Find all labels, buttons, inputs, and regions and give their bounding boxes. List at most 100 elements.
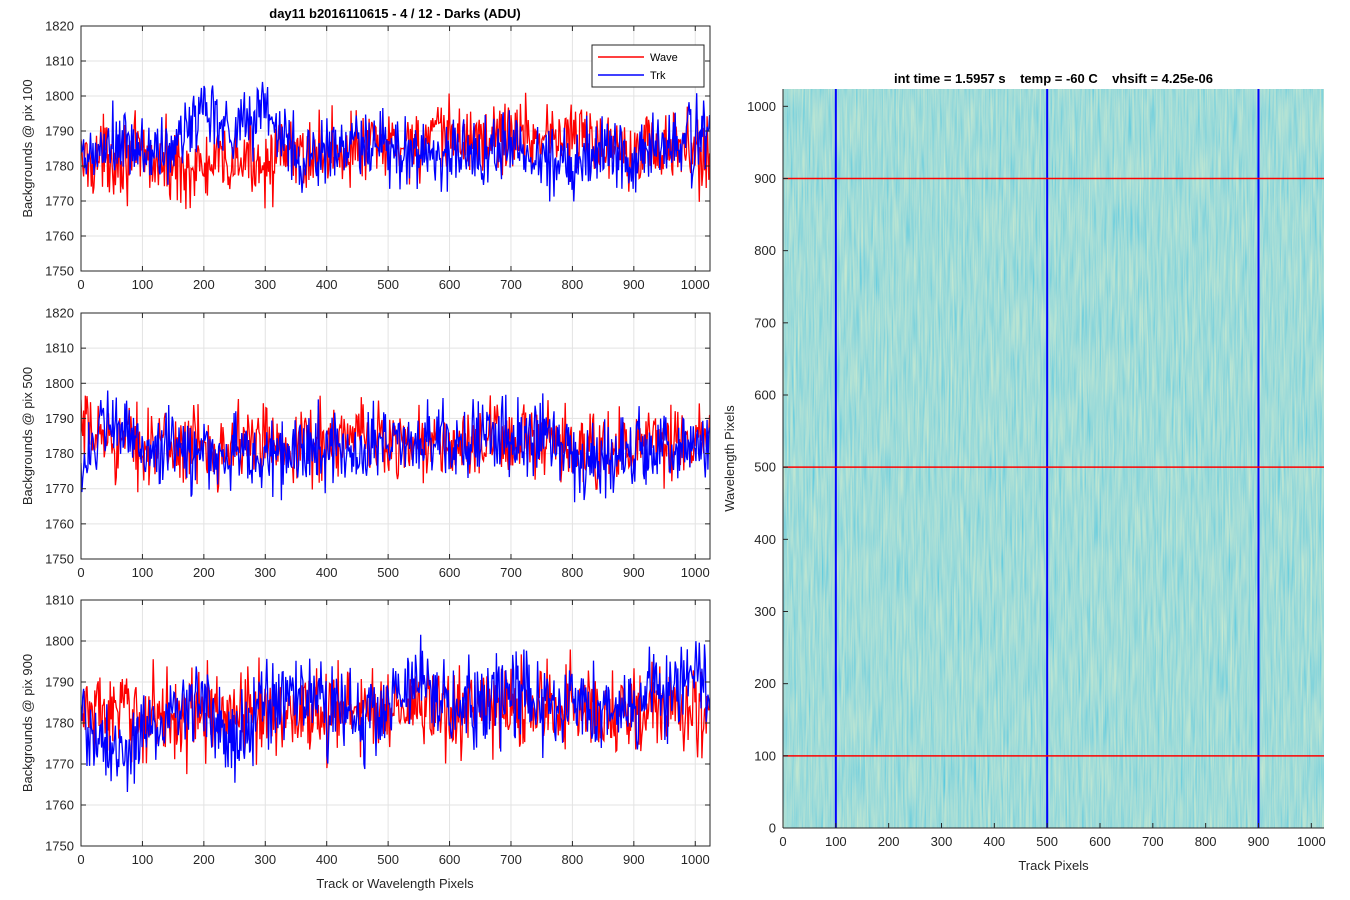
x-tick-label: 400 [983,834,1005,849]
x-tick-label: 500 [377,277,399,292]
y-tick-label: 900 [754,171,776,186]
x-tick-label: 500 [377,565,399,580]
y-tick-label: 1780 [45,446,74,461]
y-tick-label: 1760 [45,798,74,813]
series-line-trk [81,390,710,503]
y-tick-label: 1780 [45,716,74,731]
x-tick-label: 200 [193,277,215,292]
x-tick-label: 700 [500,852,522,867]
x-tick-label: 0 [77,565,84,580]
x-tick-label: 900 [623,852,645,867]
x-tick-label: 400 [316,565,338,580]
y-axis-label: Backgrounds @ pix 100 [20,79,35,217]
y-axis-label: Backgrounds @ pix 500 [20,367,35,505]
x-tick-label: 0 [77,852,84,867]
background-plot-pix-900: 0 100 200 300 400 500 600 700 800 900 1000 1750 1760… [20,593,711,867]
y-tick-label: 600 [754,387,776,402]
x-tick-label: 100 [132,277,154,292]
y-tick-label: 1790 [45,675,74,690]
y-tick-label: 1810 [45,54,74,69]
legend: Wave Trk [591,44,705,88]
x-tick-label: 800 [562,277,584,292]
x-tick-label: 300 [254,852,276,867]
y-tick-label: 1780 [45,159,74,174]
x-tick-label: 200 [193,852,215,867]
axes-border-0 [80,25,711,272]
x-tick-label: 900 [1248,834,1270,849]
x-tick-label: 600 [439,565,461,580]
y-tick-label: 1810 [45,593,74,608]
x-tick-label: 900 [623,565,645,580]
legend-box [591,44,705,88]
x-tick-label: 100 [825,834,847,849]
legend-label-wave: Wave [650,52,678,64]
y-tick-label: 1810 [45,341,74,356]
x-tick-label: 0 [779,834,786,849]
y-tick-label: 0 [769,821,776,836]
y-tick-label: 1820 [45,19,74,34]
y-tick-label: 500 [754,460,776,475]
x-tick-label: 500 [1036,834,1058,849]
figure-title: day11 b2016110615 - 4 / 12 - Darks (ADU) [269,6,520,21]
series-line-trk [81,81,710,202]
x-tick-label: 200 [193,565,215,580]
heatmap-title: int time = 1.5957 s temp = -60 C vhsift … [894,71,1213,86]
axes-border-1 [80,312,711,560]
background-plot-pix-500: 0 100 200 300 400 500 600 700 800 900 1000 1750 1760… [20,306,711,580]
heatmap-ticks: 0 100 200 300 400 500 600 700 800 900 1000 0 100 200 3… [747,99,1326,849]
x-tick-label: 800 [562,852,584,867]
y-tick-label: 100 [754,748,776,763]
x-tick-label: 800 [1195,834,1217,849]
x-tick-label: 1000 [1297,834,1326,849]
x-tick-label: 200 [878,834,900,849]
y-tick-label: 1820 [45,306,74,321]
axes-border-2 [80,599,711,847]
y-tick-label: 1760 [45,516,74,531]
x-tick-label: 600 [439,277,461,292]
y-axis-label: Backgrounds @ pix 900 [20,654,35,792]
x-tick-label: 700 [1142,834,1164,849]
x-tick-label: 900 [623,277,645,292]
y-tick-label: 1800 [45,376,74,391]
dark-frame-heatmap: 0 100 200 300 400 500 600 700 800 900 1000 0 100 200 3… [722,71,1326,873]
y-tick-label: 1770 [45,757,74,772]
heatmap-x-axis-label: Track Pixels [1018,858,1089,873]
x-tick-label: 0 [77,277,84,292]
x-tick-label: 600 [439,852,461,867]
figure-xlabel: Track or Wavelength Pixels [316,876,474,891]
y-tick-label: 1750 [45,552,74,567]
x-tick-label: 300 [931,834,953,849]
ticks-0: 0 100 200 300 400 500 600 700 800 900 1000 1750 1760… [45,19,710,292]
y-tick-label: 400 [754,532,776,547]
x-tick-label: 1000 [681,277,710,292]
y-tick-label: 1770 [45,481,74,496]
y-tick-label: 1750 [45,264,74,279]
y-tick-label: 200 [754,676,776,691]
legend-label-trk: Trk [650,70,666,82]
y-tick-label: 700 [754,315,776,330]
series-line-trk [81,634,710,793]
y-tick-label: 1790 [45,124,74,139]
x-tick-label: 300 [254,565,276,580]
x-tick-label: 100 [132,565,154,580]
x-tick-label: 800 [562,565,584,580]
ticks-1: 0 100 200 300 400 500 600 700 800 900 1000 1750 1760… [45,306,710,580]
y-tick-label: 1800 [45,89,74,104]
x-tick-label: 300 [254,277,276,292]
x-tick-label: 600 [1089,834,1111,849]
x-tick-label: 400 [316,277,338,292]
y-tick-label: 1750 [45,839,74,854]
x-tick-label: 400 [316,852,338,867]
y-tick-label: 1770 [45,194,74,209]
y-tick-label: 1790 [45,411,74,426]
x-tick-label: 700 [500,565,522,580]
y-tick-label: 1760 [45,229,74,244]
y-tick-label: 300 [754,604,776,619]
heatmap-y-axis-label: Wavelength Pixels [722,405,737,512]
x-tick-label: 1000 [681,565,710,580]
y-tick-label: 1800 [45,634,74,649]
y-tick-label: 1000 [747,99,776,114]
x-tick-label: 100 [132,852,154,867]
heatmap-texture [783,89,1324,828]
